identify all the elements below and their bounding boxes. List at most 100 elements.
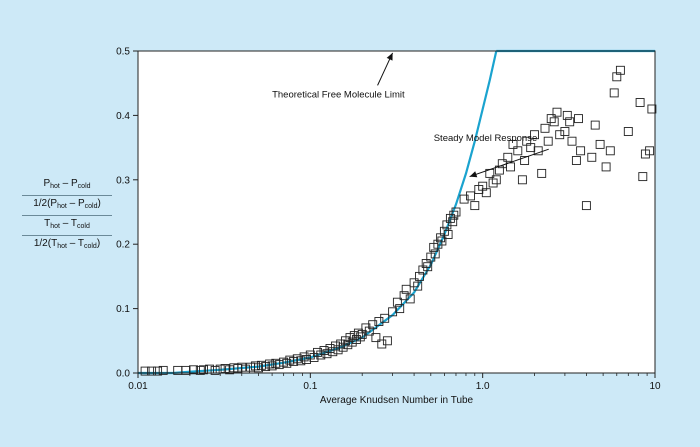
x-tick-label: 0.01 <box>128 381 148 392</box>
data-point <box>530 130 539 140</box>
data-point <box>195 365 205 375</box>
data-point <box>638 172 648 182</box>
data-point <box>423 262 433 272</box>
data-point <box>328 347 338 357</box>
data-point <box>574 114 583 124</box>
x-axis-label: Average Knudsen Number in Tube <box>320 395 474 406</box>
data-point <box>449 210 459 220</box>
data-point <box>292 354 302 364</box>
x-tick-label: 0.1 <box>303 381 317 392</box>
arrowhead-icon <box>386 52 393 61</box>
arrowhead-icon <box>469 171 478 178</box>
data-point <box>377 339 387 349</box>
data-point <box>549 117 559 127</box>
data-point <box>605 146 615 156</box>
data-point <box>368 320 378 330</box>
data-point <box>590 120 600 130</box>
data-point <box>443 230 453 239</box>
data-point <box>437 236 447 246</box>
annotation-label: Theoretical Free Molecule Limit <box>272 89 405 100</box>
data-point <box>445 213 455 223</box>
data-point <box>567 136 577 146</box>
data-point <box>279 357 289 367</box>
data-point <box>189 365 198 375</box>
data-point <box>488 178 498 188</box>
data-point <box>647 104 657 114</box>
data-point <box>491 175 501 185</box>
plot-frame <box>137 50 656 374</box>
data-point <box>546 114 556 124</box>
data-point <box>158 365 168 375</box>
data-point <box>395 304 405 314</box>
data-point <box>537 168 547 178</box>
data-point <box>587 152 597 162</box>
data-point <box>533 146 543 156</box>
data-point <box>250 361 260 371</box>
data-point <box>199 365 208 375</box>
y-axis-label: Phot – Pcold 1/2(Phot – Pcold) Thot – Tc… <box>22 177 112 254</box>
data-point <box>448 217 458 227</box>
data-point <box>316 350 326 360</box>
data-point <box>601 162 611 172</box>
data-point <box>210 365 220 375</box>
data-point <box>552 107 562 117</box>
data-point <box>466 191 475 201</box>
data-point <box>333 345 343 355</box>
y-tick-label: 0.4 <box>116 111 130 122</box>
data-point <box>513 146 523 156</box>
data-point <box>147 366 157 376</box>
data-point <box>401 284 411 294</box>
data-point <box>153 366 163 376</box>
data-point <box>571 156 581 165</box>
data-point <box>503 152 513 162</box>
data-point <box>181 365 191 375</box>
data-point <box>526 143 536 153</box>
data-point <box>399 291 409 301</box>
y-label-temperature-numerator: Thot – Tcold <box>44 218 90 230</box>
data-point <box>451 207 461 217</box>
annotation-label: Steady Model Response <box>434 133 538 144</box>
data-point <box>140 366 150 376</box>
plot-area <box>138 51 655 373</box>
data-point <box>481 188 491 198</box>
data-point <box>319 346 329 355</box>
data-point <box>517 175 527 185</box>
data-point <box>265 359 275 369</box>
data-point <box>540 123 550 133</box>
data-point <box>413 281 423 291</box>
data-point <box>415 271 424 281</box>
data-point <box>361 323 371 333</box>
data-point <box>635 98 645 107</box>
data-point <box>645 146 655 156</box>
data-point <box>520 156 530 165</box>
data-point <box>459 194 469 204</box>
y-label-temperature-denominator: 1/2(Thot – Tcold) <box>33 238 101 250</box>
data-point <box>595 139 605 149</box>
data-point <box>418 265 428 275</box>
data-point <box>364 326 374 336</box>
data-point <box>565 117 575 127</box>
y-tick-label: 0.0 <box>116 369 130 380</box>
data-point <box>299 352 309 362</box>
data-point <box>562 110 572 120</box>
data-point <box>282 358 292 368</box>
data-point <box>615 65 625 75</box>
data-point <box>382 336 392 346</box>
model-response-curve <box>138 50 498 375</box>
data-point <box>442 220 452 230</box>
data-point <box>313 347 322 357</box>
data-point <box>374 317 384 326</box>
data-point <box>392 297 402 307</box>
data-point <box>421 259 431 268</box>
data-point <box>388 307 398 317</box>
data-point <box>322 349 332 359</box>
data-point <box>555 130 565 140</box>
data-point <box>576 146 586 156</box>
data-point <box>254 363 263 373</box>
data-point <box>581 201 591 211</box>
data-point <box>609 88 619 98</box>
x-tick-label: 1.0 <box>476 381 490 392</box>
y-tick-label: 0.3 <box>116 175 130 186</box>
